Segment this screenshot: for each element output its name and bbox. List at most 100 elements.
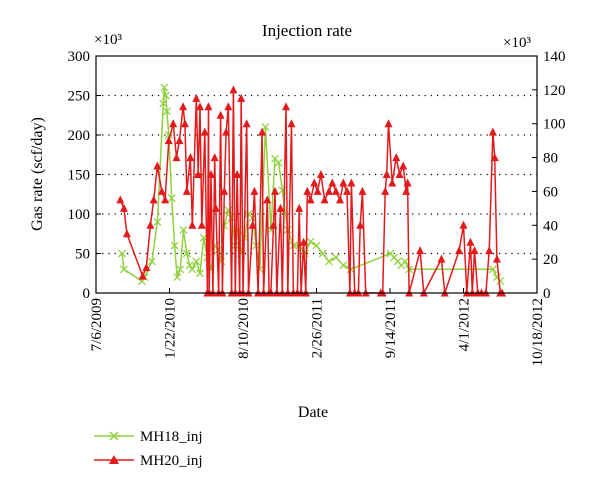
data-point: [196, 102, 205, 111]
data-point: [416, 246, 425, 255]
data-point: [310, 178, 319, 187]
data-point: [160, 83, 169, 92]
data-point: [287, 119, 296, 128]
data-point: [356, 220, 365, 229]
data-point: [180, 119, 189, 128]
y-left-tick-label: 150: [68, 168, 91, 184]
data-point: [162, 107, 171, 116]
data-point: [185, 261, 194, 270]
y-right-tick-label: 100: [543, 117, 566, 133]
data-point: [192, 257, 201, 266]
data-point: [403, 178, 412, 187]
data-point: [188, 265, 197, 274]
data-point: [488, 127, 497, 136]
data-point: [324, 186, 333, 195]
data-point: [402, 186, 411, 195]
y-left-tick-label: 300: [68, 49, 91, 65]
y-left-tick-label: 250: [68, 89, 91, 105]
data-point: [153, 217, 162, 226]
data-point: [146, 220, 155, 229]
x-axis-label: Date: [298, 404, 328, 421]
data-point: [339, 261, 348, 270]
data-point: [392, 153, 401, 162]
x-tick-label: 1/22/2010: [163, 298, 179, 359]
y-right-tick-label: 140: [543, 49, 566, 65]
data-point: [299, 237, 308, 246]
data-point: [343, 186, 352, 195]
data-point: [488, 265, 497, 274]
data-point: [331, 186, 340, 195]
data-point: [382, 170, 391, 178]
legend: MH18_inj MH20_inj: [94, 429, 203, 469]
data-point: [325, 257, 333, 266]
data-point: [233, 170, 242, 178]
data-point: [384, 119, 393, 128]
data-point: [220, 186, 229, 195]
series-line-mh18_inj: [121, 86, 501, 282]
data-point: [204, 102, 213, 111]
y-left-tick-label: 50: [75, 247, 90, 263]
data-point: [459, 220, 468, 229]
y-right-tick-label: 40: [543, 218, 558, 234]
data-point: [263, 195, 272, 204]
y-left-tick-label: 100: [68, 207, 91, 223]
data-point: [320, 195, 329, 204]
data-point: [455, 246, 464, 255]
data-point: [347, 178, 356, 187]
data-point: [153, 161, 162, 170]
data-point: [490, 153, 499, 162]
data-point: [470, 246, 479, 255]
data-point: [381, 186, 390, 195]
data-point: [182, 186, 191, 195]
plot-frame: [95, 55, 538, 294]
data-point: [328, 178, 337, 187]
data-point: [157, 186, 166, 195]
data-point: [197, 220, 206, 229]
x-tick-label: 2/26/2011: [310, 298, 326, 358]
legend-mh18-label: MH18_inj: [140, 429, 203, 445]
series-line-mh20_inj: [119, 89, 503, 294]
data-point: [119, 203, 128, 212]
y-left-axis: 0 50 100 150 200 250 300: [68, 49, 101, 302]
x-tick-label: 7/6/2009: [89, 298, 105, 351]
data-point: [242, 119, 251, 128]
data-point: [312, 241, 321, 250]
series-mh18_inj: [118, 83, 505, 286]
data-point: [332, 253, 340, 262]
data-point: [258, 127, 267, 136]
data-point: [119, 265, 128, 274]
chart-title: Injection rate: [262, 21, 352, 40]
data-point: [276, 203, 285, 212]
data-point: [318, 249, 327, 258]
data-point: [306, 237, 315, 246]
data-point: [147, 257, 156, 266]
data-point: [138, 271, 147, 280]
data-point: [216, 110, 225, 119]
data-point: [466, 237, 475, 246]
data-point: [200, 127, 209, 136]
data-point: [211, 203, 220, 212]
y-left-tick-label: 0: [83, 286, 91, 302]
series-layer: [116, 83, 507, 297]
data-point: [142, 263, 151, 272]
data-point: [186, 153, 195, 162]
data-point: [401, 257, 410, 266]
data-point: [164, 136, 173, 145]
x-axis: 7/6/2009 1/22/2010 8/10/2010 2/26/2011 9/14/…: [89, 288, 546, 366]
data-point: [316, 170, 325, 178]
y-left-multiplier: ×10³: [94, 32, 122, 48]
data-point: [222, 127, 231, 136]
data-point: [182, 249, 191, 258]
data-point: [161, 91, 170, 100]
data-point: [170, 241, 179, 250]
x-tick-label: 4/1/2012: [457, 298, 473, 351]
data-point: [492, 254, 501, 263]
data-point: [306, 195, 315, 204]
y-right-tick-label: 80: [543, 151, 558, 167]
y-right-axis: 0 20 40 60 80 100 120 140: [532, 49, 566, 302]
data-point: [194, 170, 203, 178]
data-point: [237, 93, 246, 102]
data-point: [248, 220, 257, 229]
y-right-tick-label: 60: [543, 184, 558, 200]
data-point: [169, 119, 178, 128]
